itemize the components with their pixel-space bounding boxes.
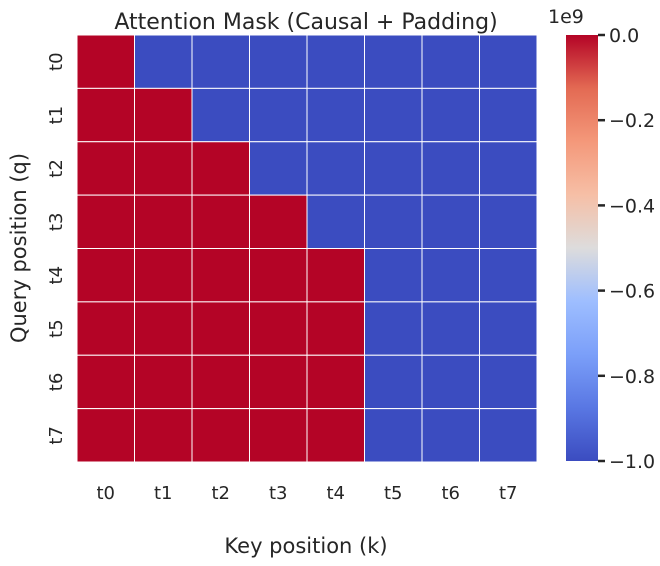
heatmap-cell-q0-k2 [191, 34, 250, 89]
y-axis-label: Query position (q) [7, 153, 31, 343]
y-tick-label: t5 [46, 319, 67, 338]
heatmap-cell-q3-k6 [421, 194, 480, 249]
y-tick-label: t7 [46, 426, 67, 445]
heatmap-cell-q5-k6 [421, 301, 480, 356]
x-tick-label: t7 [499, 483, 518, 504]
heatmap-cell-q2-k4 [306, 141, 365, 196]
heatmap-cell-q2-k5 [364, 141, 423, 196]
heatmap-cell-q1-k1 [134, 87, 193, 143]
x-tick-label: t4 [326, 483, 345, 504]
heatmap-cell-q1-k7 [479, 87, 538, 143]
heatmap-cell-q7-k1 [134, 408, 193, 463]
heatmap-cell-q7-k0 [76, 408, 135, 463]
heatmap-cell-q2-k1 [134, 141, 193, 196]
heatmap-cell-q7-k2 [191, 408, 250, 463]
y-tick-label: t6 [46, 373, 67, 392]
colorbar-tick-label: −0.6 [609, 281, 655, 303]
heatmap-cell-q0-k1 [134, 34, 193, 89]
heatmap-cell-q5-k7 [479, 301, 538, 356]
heatmap-cell-q2-k2 [191, 141, 250, 196]
heatmap-cell-q6-k6 [421, 354, 480, 410]
heatmap-cell-q3-k4 [306, 194, 365, 249]
heatmap-cell-q0-k6 [421, 34, 480, 89]
heatmap-cell-q1-k0 [76, 87, 135, 143]
heatmap-cell-q3-k5 [364, 194, 423, 249]
x-tick-label: t3 [269, 483, 288, 504]
x-tick-labels: t0 t1 t2 t3 t4 t5 t6 t7 [96, 483, 517, 504]
x-tick-label: t1 [154, 483, 173, 504]
colorbar: 1e9 0.0 −0.2 −0.4 −0.6 −0.8 −1.0 [548, 6, 655, 473]
y-tick-label: t3 [46, 213, 67, 232]
x-tick-label: t0 [96, 483, 115, 504]
heatmap-cell-q2-k7 [479, 141, 538, 196]
colorbar-gradient [566, 35, 598, 461]
heatmap-cell-q5-k4 [306, 301, 365, 356]
heatmap-cell-q5-k2 [191, 301, 250, 356]
heatmap-cell-q7-k5 [364, 408, 423, 463]
heatmap-cell-q1-k5 [364, 87, 423, 143]
heatmap-cell-q3-k2 [191, 194, 250, 249]
heatmap-cell-q0-k3 [249, 34, 308, 89]
heatmap-cell-q1-k4 [306, 87, 365, 143]
heatmap-cell-q0-k4 [306, 34, 365, 89]
colorbar-tick-label: −0.2 [609, 110, 655, 132]
heatmap-cell-q3-k0 [76, 194, 135, 249]
heatmap-cells [76, 34, 538, 463]
heatmap-cell-q4-k2 [191, 248, 250, 303]
heatmap-cell-q6-k0 [76, 354, 135, 410]
heatmap-cell-q6-k3 [249, 354, 308, 410]
heatmap-cell-q6-k1 [134, 354, 193, 410]
heatmap-cell-q4-k4 [306, 248, 365, 303]
heatmap-cell-q6-k2 [191, 354, 250, 410]
heatmap-cell-q7-k6 [421, 408, 480, 463]
heatmap-cell-q3-k7 [479, 194, 538, 249]
heatmap-cell-q2-k6 [421, 141, 480, 196]
heatmap-cell-q2-k0 [76, 141, 135, 196]
heatmap-cell-q0-k7 [479, 34, 538, 89]
heatmap-cell-q4-k5 [364, 248, 423, 303]
heatmap-cell-q3-k3 [249, 194, 308, 249]
x-tick-label: t5 [384, 483, 403, 504]
heatmap-cell-q1-k6 [421, 87, 480, 143]
colorbar-tick-label: 0.0 [609, 25, 639, 47]
heatmap-cell-q7-k7 [479, 408, 538, 463]
heatmap-cell-q4-k1 [134, 248, 193, 303]
y-tick-labels: t0 t1 t2 t3 t4 t5 t6 t7 [46, 52, 67, 444]
x-tick-label: t2 [211, 483, 230, 504]
heatmap-cell-q7-k3 [249, 408, 308, 463]
heatmap-cell-q4-k6 [421, 248, 480, 303]
colorbar-ticks: 0.0 −0.2 −0.4 −0.6 −0.8 −1.0 [598, 25, 655, 473]
colorbar-offset-label: 1e9 [548, 6, 584, 28]
x-axis-label: Key position (k) [224, 534, 387, 558]
y-tick-label: t1 [46, 106, 67, 125]
heatmap-cell-q4-k0 [76, 248, 135, 303]
heatmap-cell-q4-k7 [479, 248, 538, 303]
heatmap-cell-q7-k4 [306, 408, 365, 463]
heatmap-cell-q1-k3 [249, 87, 308, 143]
y-tick-label: t0 [46, 52, 67, 71]
heatmap-cell-q4-k3 [249, 248, 308, 303]
heatmap-cell-q5-k0 [76, 301, 135, 356]
chart-title: Attention Mask (Causal + Padding) [114, 10, 497, 35]
colorbar-tick-label: −1.0 [609, 451, 655, 473]
colorbar-tick-label: −0.4 [609, 195, 655, 217]
heatmap-cell-q5-k5 [364, 301, 423, 356]
y-tick-label: t4 [46, 266, 67, 285]
heatmap-cell-q5-k1 [134, 301, 193, 356]
heatmap-cell-q6-k5 [364, 354, 423, 410]
heatmap-cell-q6-k4 [306, 354, 365, 410]
colorbar-tick-label: −0.8 [609, 366, 655, 388]
heatmap-cell-q2-k3 [249, 141, 308, 196]
heatmap-cell-q5-k3 [249, 301, 308, 356]
heatmap-cell-q1-k2 [191, 87, 250, 143]
heatmap-cell-q6-k7 [479, 354, 538, 410]
x-tick-label: t6 [441, 483, 460, 504]
heatmap-cell-q0-k0 [76, 34, 135, 89]
heatmap-cell-q3-k1 [134, 194, 193, 249]
heatmap-cell-q0-k5 [364, 34, 423, 89]
y-tick-label: t2 [46, 159, 67, 178]
